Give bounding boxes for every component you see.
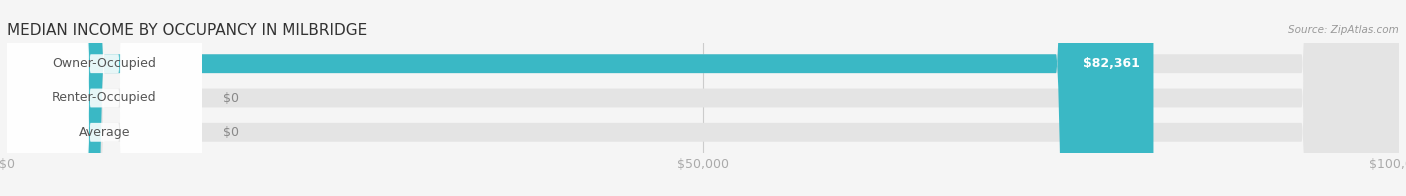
Text: $82,361: $82,361: [1083, 57, 1139, 70]
FancyBboxPatch shape: [7, 0, 1153, 196]
FancyBboxPatch shape: [7, 0, 1399, 196]
Text: Source: ZipAtlas.com: Source: ZipAtlas.com: [1288, 25, 1399, 35]
Text: Average: Average: [79, 126, 131, 139]
Text: Owner-Occupied: Owner-Occupied: [52, 57, 156, 70]
Text: Renter-Occupied: Renter-Occupied: [52, 92, 157, 104]
FancyBboxPatch shape: [7, 0, 202, 196]
FancyBboxPatch shape: [7, 0, 202, 196]
Text: $0: $0: [222, 92, 239, 104]
FancyBboxPatch shape: [7, 0, 1399, 196]
Text: MEDIAN INCOME BY OCCUPANCY IN MILBRIDGE: MEDIAN INCOME BY OCCUPANCY IN MILBRIDGE: [7, 23, 367, 38]
FancyBboxPatch shape: [7, 0, 1399, 196]
FancyBboxPatch shape: [7, 0, 202, 196]
Text: $0: $0: [222, 126, 239, 139]
